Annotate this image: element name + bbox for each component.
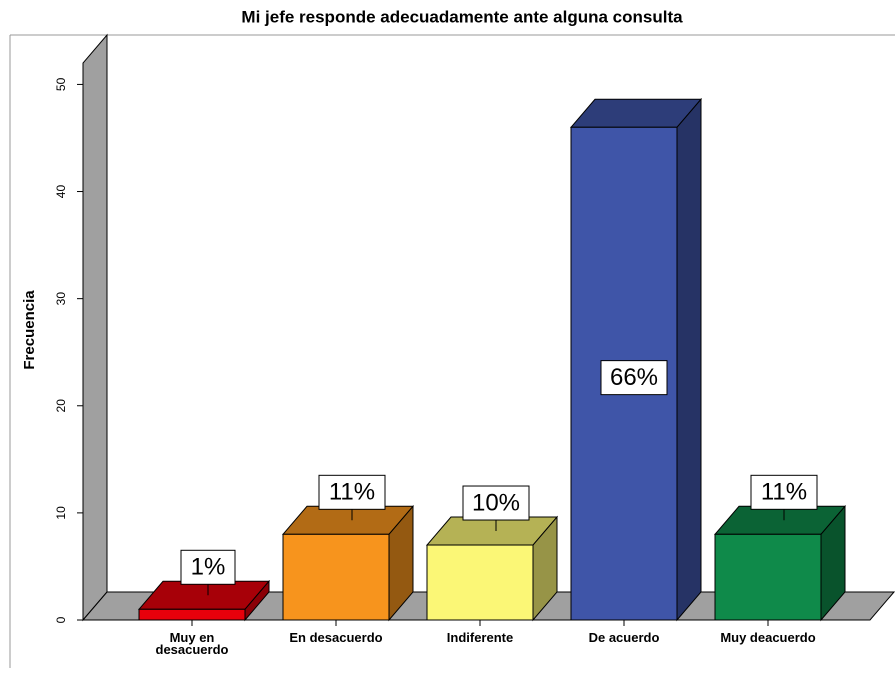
y-tick-label: 0 <box>54 616 68 623</box>
bar <box>282 533 390 621</box>
y-tick-label: 10 <box>54 506 68 520</box>
label-box <box>318 474 386 510</box>
x-tick-label: En desacuerdo <box>289 630 383 645</box>
data-label: 1% <box>191 554 226 581</box>
y-axis-label: Frecuencia <box>21 290 38 370</box>
bar <box>426 544 534 621</box>
label-box <box>750 474 818 510</box>
data-label: 66% <box>610 364 658 391</box>
x-tick-label: Muy en desacuerdo <box>155 630 229 657</box>
x-tick-label: Muy deacuerdo <box>720 630 816 645</box>
y-tick-label: 30 <box>54 292 68 306</box>
bar <box>714 533 822 621</box>
y-tick-label: 40 <box>54 185 68 199</box>
y-tick-label: 20 <box>54 399 68 413</box>
data-label: 11% <box>761 479 807 506</box>
label-box <box>462 485 530 521</box>
data-label: 11% <box>329 479 375 506</box>
data-label: 10% <box>472 489 520 516</box>
label-box <box>600 360 668 396</box>
x-tick-label: De acuerdo <box>588 630 660 645</box>
side-wall <box>82 33 108 622</box>
chart-title: Mi jefe responde adecuadamente ante algu… <box>241 7 683 26</box>
bar <box>138 608 246 621</box>
x-tick-label: Indiferente <box>446 630 514 645</box>
bar-side <box>676 97 702 622</box>
label-box <box>180 549 236 585</box>
y-tick-label: 50 <box>54 77 68 91</box>
